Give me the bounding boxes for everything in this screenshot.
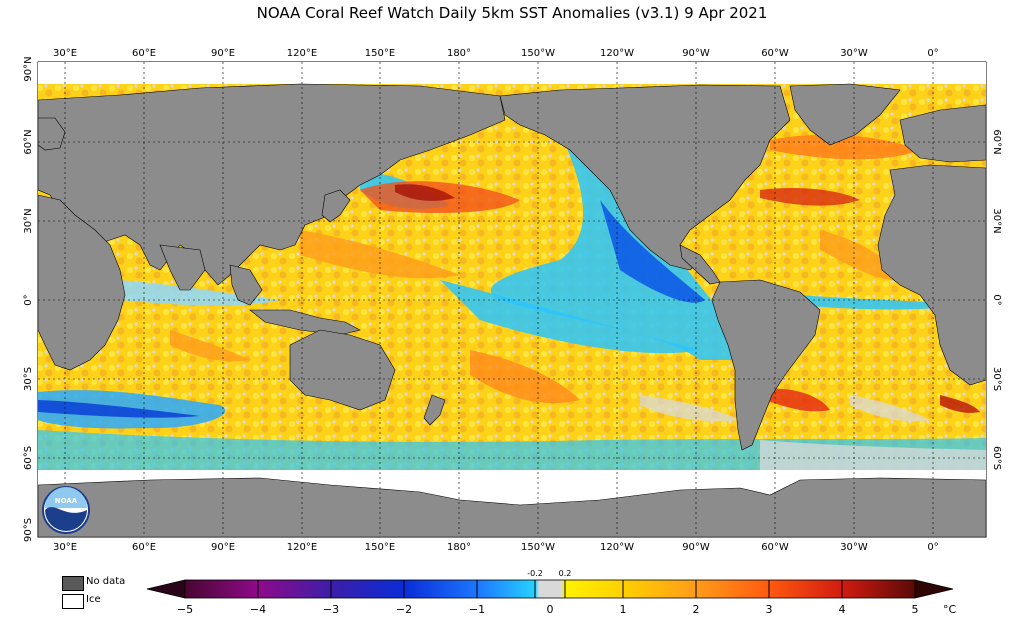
cool-anomaly-regions bbox=[38, 130, 986, 470]
ice-swatch bbox=[62, 594, 84, 609]
lon-label: 30°E bbox=[53, 542, 77, 553]
lon-label: 90°E bbox=[211, 542, 235, 553]
africa-west-land bbox=[877, 164, 986, 386]
graticule bbox=[38, 62, 986, 537]
australia-land bbox=[289, 329, 396, 411]
lat-label: 90°N bbox=[23, 56, 34, 81]
lat-labels-right: 60°N 30°N 0° 30°S 60°S bbox=[991, 129, 1002, 470]
lon-label: 60°E bbox=[132, 48, 156, 59]
lon-label: 120°E bbox=[287, 542, 317, 553]
lat-label: 60°S bbox=[991, 446, 1002, 470]
colorbar-small-tick: 0.2 bbox=[559, 569, 572, 578]
lat-label: 0° bbox=[23, 294, 34, 305]
colorbar-tick: −4 bbox=[250, 603, 266, 616]
neutral-anomaly-patches bbox=[640, 395, 986, 470]
lat-label: 60°N bbox=[23, 129, 34, 154]
lon-label: 0° bbox=[927, 48, 938, 59]
colorbar-tick: −3 bbox=[323, 603, 339, 616]
lon-label: 180° bbox=[447, 542, 471, 553]
lat-label: 90°S bbox=[23, 518, 34, 542]
lon-label: 90°W bbox=[682, 542, 710, 553]
nodata-label: No data bbox=[86, 576, 126, 587]
colorbar-gradient bbox=[184, 579, 916, 599]
lon-label: 180° bbox=[447, 48, 471, 59]
svg-text:NOAA: NOAA bbox=[55, 497, 78, 505]
colorbar: −5 −4 −3 −2 −1 0 1 2 3 4 5 -0.2 0.2 °C bbox=[146, 569, 957, 616]
arctic-ice bbox=[38, 62, 986, 84]
ice-label: Ice bbox=[86, 594, 101, 605]
central-america-land bbox=[679, 244, 721, 285]
lat-label: 30°N bbox=[23, 208, 34, 233]
lon-label: 30°W bbox=[840, 48, 868, 59]
colorbar-tick: 2 bbox=[693, 603, 700, 616]
lat-label: 0° bbox=[991, 294, 1002, 305]
lon-label: 30°E bbox=[53, 48, 77, 59]
south-america-land bbox=[711, 279, 821, 451]
colorbar-low-arrow bbox=[146, 579, 186, 599]
lon-label: 150°W bbox=[521, 542, 555, 553]
lat-label: 60°N bbox=[991, 129, 1002, 154]
lon-label: 0° bbox=[927, 542, 938, 553]
africa-east-land bbox=[38, 194, 126, 371]
lat-label: 30°N bbox=[991, 208, 1002, 233]
colorbar-tick: 4 bbox=[839, 603, 846, 616]
lat-label: 60°S bbox=[23, 446, 34, 470]
lon-labels-bottom: 30°E 60°E 90°E 120°E 150°E 180° 150°W 12… bbox=[53, 542, 939, 553]
lat-labels-left: 90°N 60°N 30°N 0° 30°S 60°S 90°S bbox=[23, 56, 34, 542]
map-title: NOAA Coral Reef Watch Daily 5km SST Anom… bbox=[256, 4, 768, 22]
lon-label: 60°W bbox=[761, 48, 789, 59]
colorbar-small-tick: -0.2 bbox=[527, 569, 543, 578]
lon-label: 150°W bbox=[521, 48, 555, 59]
lon-label: 60°W bbox=[761, 542, 789, 553]
indonesia-land bbox=[249, 309, 361, 336]
colorbar-tick: −1 bbox=[469, 603, 485, 616]
lon-label: 120°W bbox=[600, 542, 634, 553]
warm-anomaly-regions bbox=[170, 134, 980, 413]
colorbar-tick: −5 bbox=[177, 603, 193, 616]
colorbar-tick: −2 bbox=[396, 603, 412, 616]
colorbar-tick: 5 bbox=[912, 603, 919, 616]
japan-land bbox=[321, 189, 351, 223]
lon-label: 150°E bbox=[365, 542, 395, 553]
colorbar-unit: °C bbox=[943, 603, 957, 616]
lon-label: 90°E bbox=[211, 48, 235, 59]
colorbar-high-arrow bbox=[914, 579, 954, 599]
lon-label: 150°E bbox=[365, 48, 395, 59]
lon-label: 90°W bbox=[682, 48, 710, 59]
colorbar-tick: 3 bbox=[766, 603, 773, 616]
greenland-land bbox=[789, 83, 901, 146]
lat-label: 30°S bbox=[23, 367, 34, 391]
new-zealand-land bbox=[423, 394, 446, 426]
nodata-swatch bbox=[62, 576, 84, 591]
lon-label: 30°W bbox=[840, 542, 868, 553]
lon-label: 120°E bbox=[287, 48, 317, 59]
colorbar-tick: 1 bbox=[620, 603, 627, 616]
lon-label: 60°E bbox=[132, 542, 156, 553]
antarctica-land bbox=[38, 477, 986, 537]
india-land bbox=[159, 244, 206, 291]
southeast-asia-land bbox=[229, 264, 263, 306]
colorbar-tick: 0 bbox=[547, 603, 554, 616]
noaa-logo: NOAA bbox=[42, 486, 90, 534]
lat-label: 30°S bbox=[991, 367, 1002, 391]
europe-west-land bbox=[899, 104, 986, 163]
lon-labels-top: 30°E 60°E 90°E 120°E 150°E 180° 150°W 12… bbox=[53, 48, 939, 59]
lon-label: 120°W bbox=[600, 48, 634, 59]
land-masses bbox=[38, 83, 986, 537]
